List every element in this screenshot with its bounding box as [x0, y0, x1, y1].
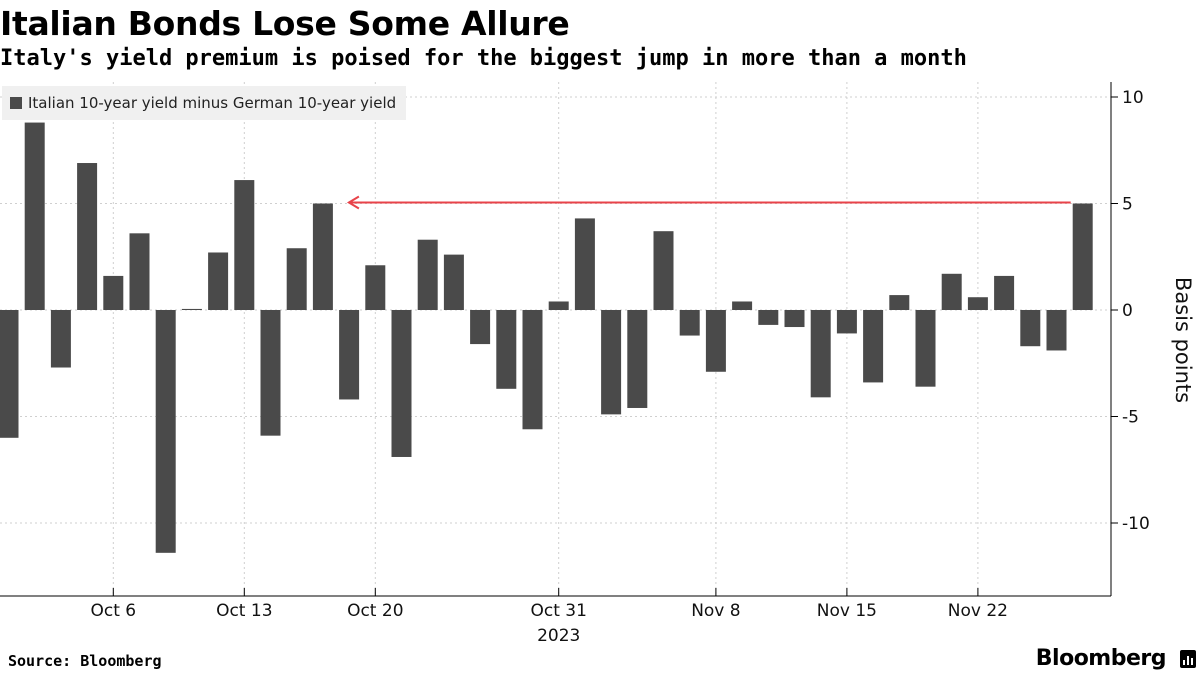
y-tick-label: 10: [1122, 88, 1144, 108]
axes: 10 5 0 -5 -10 Oct 6 Oct 13 Oct 20 Oct 31 Nov 8 Nov…: [0, 82, 1195, 646]
bar: [496, 310, 517, 389]
bar: [103, 275, 124, 310]
chart-subtitle: Italy's yield premium is poised for the …: [0, 46, 967, 71]
bar: [967, 297, 988, 310]
bar: [915, 310, 936, 387]
chart-title: Italian Bonds Lose Some Allure: [0, 4, 570, 43]
bar: [705, 310, 726, 372]
bar: [208, 252, 229, 310]
x-tick-label: Nov 22: [948, 601, 1008, 621]
bar: [1020, 310, 1041, 347]
bar: [994, 275, 1015, 310]
bar: [234, 180, 255, 310]
x-year-label: 2023: [537, 626, 580, 646]
bar: [365, 265, 386, 310]
bar: [24, 122, 45, 310]
bar: [679, 310, 700, 336]
annotations: [346, 195, 1071, 210]
bloomberg-chart-icon: [1180, 650, 1196, 668]
legend-label: Italian 10-year yield minus German 10-ye…: [28, 94, 397, 112]
bar: [260, 310, 281, 436]
bar: [181, 308, 202, 310]
bar: [391, 310, 412, 457]
y-tick-label: 0: [1122, 301, 1133, 321]
annotation-arrow-head: [346, 195, 360, 210]
source-note: Source: Bloomberg: [8, 652, 162, 670]
bar: [155, 310, 176, 553]
bar: [601, 310, 622, 415]
bar: [522, 310, 543, 430]
bar: [941, 273, 962, 310]
x-tick-label: Oct 31: [530, 601, 586, 621]
legend: Italian 10-year yield minus German 10-ye…: [2, 86, 407, 120]
bar: [784, 310, 805, 328]
bars: [0, 122, 1093, 553]
bar: [810, 310, 831, 398]
bar: [312, 203, 333, 310]
x-tick-label: Nov 8: [691, 601, 740, 621]
bar: [129, 233, 150, 310]
brand-logo-text: Bloomberg: [1035, 646, 1167, 671]
bar: [627, 310, 648, 408]
y-tick-label: 5: [1122, 195, 1133, 215]
bar: [470, 310, 491, 345]
x-tick-label: Oct 13: [216, 601, 272, 621]
bar: [889, 295, 910, 310]
y-tick-label: -5: [1122, 408, 1139, 428]
bar: [417, 239, 438, 310]
bar: [1072, 203, 1093, 310]
bar: [732, 301, 753, 310]
bar: [50, 310, 71, 368]
bar: [0, 310, 19, 438]
bar: [1046, 310, 1067, 351]
bar: [836, 310, 857, 334]
y-tick-label: -10: [1122, 514, 1150, 534]
x-tick-label: Oct 6: [90, 601, 136, 621]
legend-swatch: [10, 97, 22, 109]
bar: [286, 248, 307, 310]
bar: [339, 310, 360, 400]
bar: [77, 163, 98, 310]
bar: [863, 310, 884, 383]
bar: [758, 310, 779, 325]
bar: [443, 254, 464, 310]
x-tick-label: Nov 15: [817, 601, 877, 621]
y-axis-title: Basis points: [1171, 277, 1195, 403]
x-tick-label: Oct 20: [347, 601, 403, 621]
bar: [574, 218, 595, 310]
bar: [548, 301, 569, 310]
bar: [653, 231, 674, 310]
